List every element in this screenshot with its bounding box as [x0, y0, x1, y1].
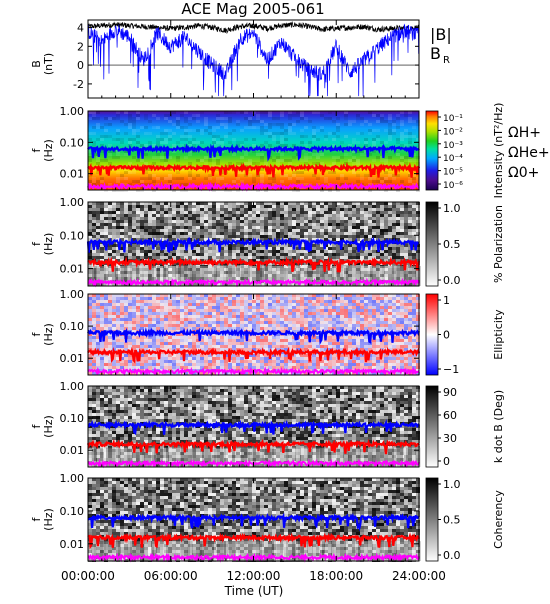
intensity-ftick-label: 1.00 — [60, 105, 85, 118]
coherency-yunit: (Hz) — [42, 508, 55, 531]
b-ytick-label: -2 — [73, 78, 84, 91]
coherency-cbar-label: 0.5 — [443, 514, 461, 527]
b-ytick-label: 2 — [77, 40, 84, 53]
polarization-ftick-label: 0.01 — [60, 263, 85, 276]
legend-br: B R — [430, 44, 450, 66]
intensity-ftick-label: 0.10 — [60, 136, 85, 149]
intensity-yunit: (Hz) — [42, 139, 55, 162]
polarization-cbar-label: 0.0 — [443, 274, 461, 287]
b-yunit: (nT) — [42, 53, 55, 75]
coherency-colorbar — [426, 478, 438, 561]
intensity-cbar-label: 10⁻³ — [443, 141, 463, 151]
ellipticity-ftick-label: 0.10 — [60, 320, 85, 333]
intensity-colorbar — [426, 111, 438, 190]
ellipticity-ftick-label: 0.01 — [60, 352, 85, 365]
kdotb-cbar-label: 60 — [443, 409, 457, 422]
kdotb-ftick-label: 0.10 — [60, 412, 85, 425]
kdotb-cbar-label: 90 — [443, 386, 457, 399]
intensity-cbar-label: 10⁻⁵ — [443, 168, 463, 178]
ellipticity-cbar-title: Ellipticity — [492, 309, 505, 360]
polarization-yunit: (Hz) — [42, 233, 55, 256]
b-ytick-label: 0 — [77, 59, 84, 72]
x-tick-label: 18:00:00 — [309, 569, 363, 583]
ellipticity-yunit: (Hz) — [42, 323, 55, 346]
polarization-cbar-label: 0.5 — [443, 238, 461, 251]
coherency-ftick-label: 0.01 — [60, 538, 85, 551]
intensity-cbar-label: 10⁻⁴ — [443, 154, 463, 164]
chart-title: ACE Mag 2005-061 — [181, 0, 324, 18]
kdotb-ftick-label: 0.01 — [60, 444, 85, 457]
kdotb-cbar-label: 30 — [443, 432, 457, 445]
x-tick-label: 06:00:00 — [144, 569, 198, 583]
legend-gyro-h: ΩH+ — [508, 125, 541, 141]
ellipticity-cbar-label: −1 — [443, 363, 459, 376]
coherency-ftick-label: 1.00 — [60, 472, 85, 485]
legend-gyro-he: ΩHe+ — [508, 145, 550, 161]
polarization-cbar-label: 1.0 — [443, 202, 461, 215]
ellipticity-ftick-label: 1.00 — [60, 288, 85, 301]
x-tick-label: 00:00:00 — [61, 569, 115, 583]
svg-text:B: B — [430, 44, 441, 63]
kdotb-cbar-title: k dot B (Deg) — [492, 390, 505, 463]
polarization-cbar-title: % Polarization — [492, 205, 505, 283]
ellipticity-cbar-label: 0 — [443, 329, 450, 342]
svg-text:R: R — [443, 55, 450, 66]
ellipticity-colorbar — [426, 294, 438, 375]
x-axis-label: Time (UT) — [224, 584, 284, 598]
legend-btotal: |B| — [430, 25, 452, 44]
polarization-ftick-label: 1.00 — [60, 196, 85, 209]
intensity-ftick-label: 0.01 — [60, 168, 85, 181]
x-tick-label: 24:00:00 — [392, 569, 446, 583]
polarization-ftick-label: 0.10 — [60, 229, 85, 242]
coherency-cbar-title: Coherency — [492, 490, 505, 549]
b-ytick-label: 4 — [77, 22, 84, 35]
coherency-cbar-label: 1.0 — [443, 478, 461, 491]
x-tick-label: 12:00:00 — [227, 569, 281, 583]
kdotb-yunit: (Hz) — [42, 415, 55, 438]
intensity-cbar-label: 10⁻² — [443, 127, 463, 137]
kdotb-colorbar — [426, 386, 438, 467]
coherency-cbar-label: 0.0 — [443, 549, 461, 562]
polarization-colorbar — [426, 202, 438, 286]
intensity-cbar-label: 10⁻¹ — [443, 114, 463, 124]
intensity-cbar-title: Intensity (nT²/Hz) — [492, 103, 505, 199]
coherency-ftick-label: 0.10 — [60, 505, 85, 518]
legend-gyro-o: Ω0+ — [508, 165, 539, 181]
kdotb-ftick-label: 1.00 — [60, 380, 85, 393]
kdotb-cbar-label: 0 — [443, 455, 450, 468]
intensity-cbar-label: 10⁻⁶ — [443, 181, 463, 191]
ellipticity-cbar-label: 1 — [443, 294, 450, 307]
